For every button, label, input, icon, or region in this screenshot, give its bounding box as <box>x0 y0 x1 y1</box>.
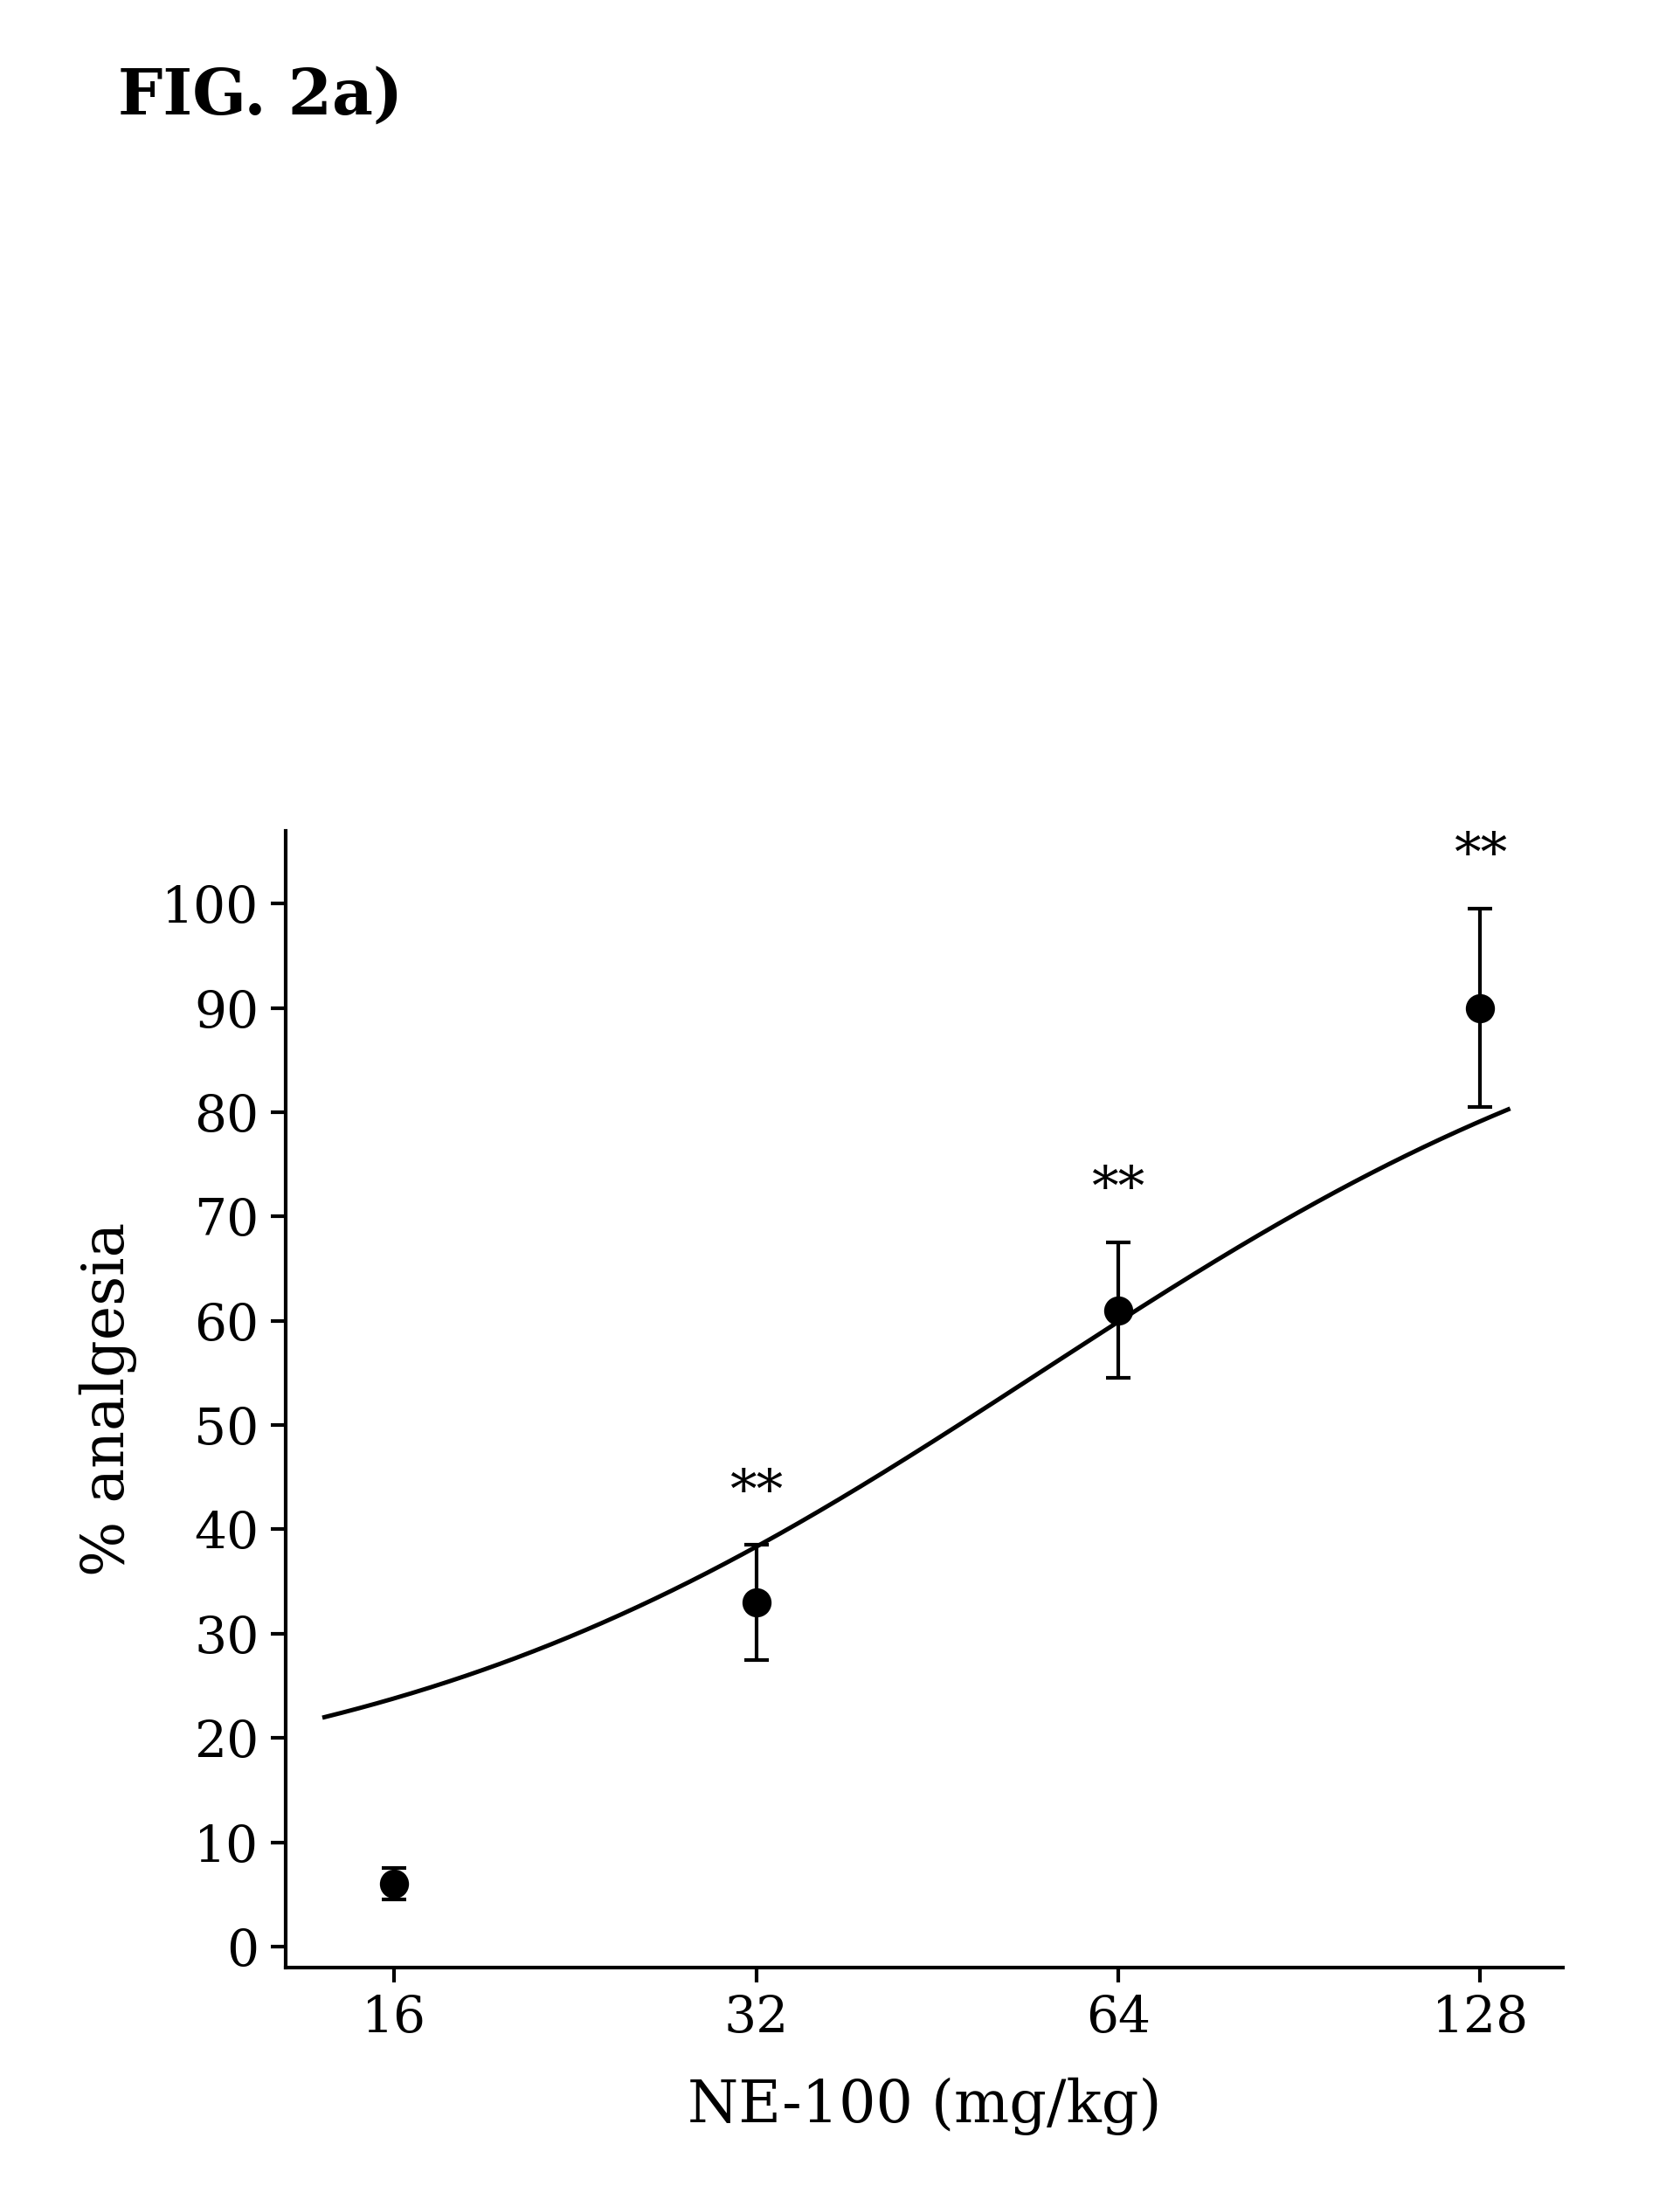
Text: **: ** <box>729 1467 783 1519</box>
Text: **: ** <box>1453 831 1507 883</box>
Y-axis label: % analgesia: % analgesia <box>79 1222 138 1576</box>
X-axis label: NE-100 (mg/kg): NE-100 (mg/kg) <box>687 2077 1161 2136</box>
Text: FIG. 2a): FIG. 2a) <box>118 66 402 127</box>
Text: **: ** <box>1090 1165 1144 1218</box>
